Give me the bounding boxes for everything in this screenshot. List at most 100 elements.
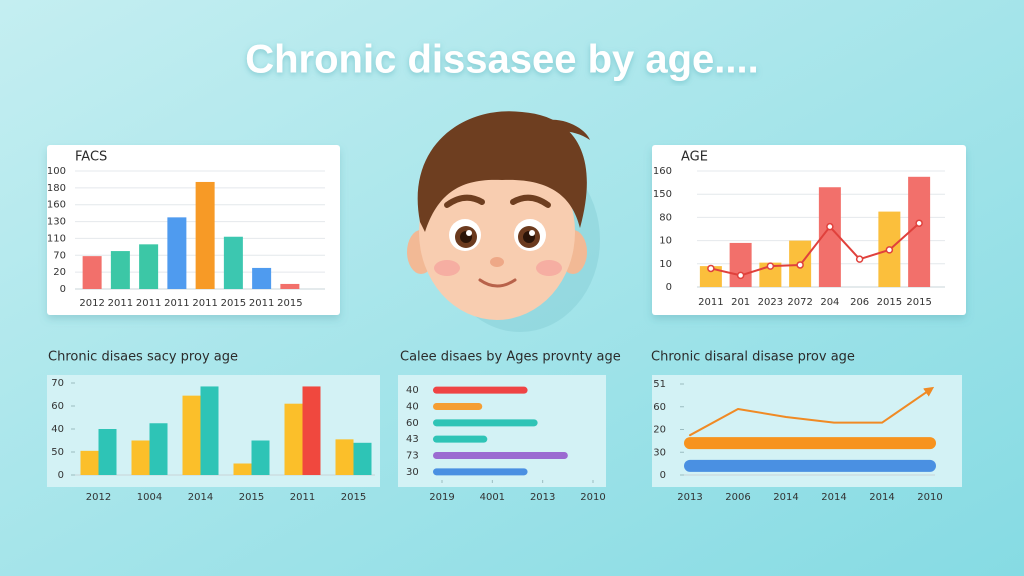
bar	[302, 386, 321, 475]
x-tick-label: 2015	[906, 297, 931, 308]
x-tick-label: 2015	[239, 492, 264, 503]
x-tick-label: 2023	[758, 297, 783, 308]
chart-title: Chronic disaral disase prov age	[651, 350, 855, 365]
x-tick-label: 2015	[877, 297, 902, 308]
hair	[417, 111, 587, 232]
bar	[284, 403, 303, 475]
bar	[433, 403, 483, 410]
y-tick-label: 30	[406, 467, 419, 478]
bar	[433, 468, 528, 476]
chart-title: Calee disaes by Ages provnty age	[400, 350, 621, 365]
x-tick-label: 2014	[188, 492, 213, 503]
chart-title: Chronic disaes sacy proy age	[48, 350, 238, 365]
y-tick-label: 10	[659, 259, 672, 270]
bar	[433, 386, 528, 394]
x-tick-label: 2011	[136, 298, 161, 309]
y-tick-label: 160	[47, 200, 66, 211]
bar	[729, 242, 752, 287]
bar	[195, 181, 215, 289]
line-point	[885, 246, 894, 254]
y-tick-label: 20	[53, 267, 66, 278]
bar	[252, 267, 272, 289]
x-tick-label: 2011	[108, 298, 133, 309]
line-point	[766, 262, 775, 270]
bar	[149, 423, 168, 475]
y-tick-label: 40	[406, 385, 419, 396]
chart-title: AGE	[681, 150, 708, 165]
y-tick-label: 0	[58, 470, 64, 481]
eye-shine	[529, 230, 535, 236]
y-tick-label: 70	[51, 378, 64, 389]
y-tick-label: 110	[47, 233, 66, 244]
y-tick-label: 0	[666, 282, 672, 293]
line	[689, 386, 935, 437]
x-tick-label: 2010	[580, 492, 605, 503]
page-title: Chronic dissasee by age....	[245, 38, 759, 82]
y-tick-label: 80	[659, 212, 672, 223]
bar	[200, 386, 219, 475]
x-tick-label: 2072	[787, 297, 812, 308]
x-tick-label: 4001	[480, 492, 505, 503]
bar	[433, 452, 568, 459]
x-tick-label: 2011	[698, 297, 723, 308]
y-tick-label: 73	[406, 451, 419, 462]
x-tick-label: 2006	[725, 492, 750, 503]
y-tick-label: 30	[653, 447, 666, 458]
y-tick-label: 160	[653, 166, 672, 177]
y-tick-label: 60	[406, 418, 419, 429]
line-point	[707, 264, 715, 273]
bar	[353, 442, 372, 475]
x-tick-label: 2011	[249, 298, 274, 309]
x-tick-label: 2015	[221, 298, 246, 309]
eyebrow	[444, 194, 485, 208]
head	[419, 144, 575, 320]
chart-title: FACS	[75, 150, 107, 165]
y-tick-label: 180	[47, 183, 66, 194]
eyebrow	[510, 194, 551, 208]
x-tick-label: 2015	[277, 298, 302, 309]
x-tick-label: 2011	[164, 298, 189, 309]
eye-shine	[466, 230, 472, 236]
x-tick-label: 2019	[429, 492, 454, 503]
bar	[280, 283, 300, 289]
bar	[433, 435, 488, 443]
line	[709, 222, 921, 277]
y-tick-label: 130	[47, 217, 66, 228]
line-point	[796, 261, 804, 269]
bar	[699, 266, 722, 287]
bar	[167, 217, 187, 289]
bar	[131, 440, 150, 475]
cheek	[434, 260, 460, 276]
x-tick-label: 2015	[341, 492, 366, 503]
y-tick-label: 40	[406, 402, 419, 413]
y-tick-label: 0	[660, 470, 666, 481]
bar	[80, 450, 99, 475]
x-tick-label: 206	[850, 297, 869, 308]
bar	[335, 439, 354, 475]
x-tick-label: 201	[731, 297, 750, 308]
y-tick-label: 10	[659, 236, 672, 247]
bar	[223, 236, 243, 289]
x-tick-label: 2013	[677, 492, 702, 503]
x-tick-label: 2014	[869, 492, 894, 503]
y-tick-label: 70	[53, 250, 66, 261]
bar	[110, 251, 130, 289]
bar	[98, 429, 117, 475]
line-point	[915, 219, 923, 227]
bar	[82, 256, 102, 289]
y-tick-label: 150	[653, 189, 672, 200]
bar	[433, 419, 538, 427]
mouth	[478, 278, 517, 288]
y-tick-label: 50	[51, 447, 64, 458]
line-point	[855, 255, 864, 263]
y-tick-label: 60	[653, 402, 666, 413]
y-tick-label: 43	[406, 434, 419, 445]
x-tick-label: 2014	[773, 492, 798, 503]
x-tick-label: 2014	[821, 492, 846, 503]
x-tick-label: 2012	[86, 492, 111, 503]
x-tick-label: 1004	[137, 492, 162, 503]
y-tick-label: 20	[653, 425, 666, 436]
